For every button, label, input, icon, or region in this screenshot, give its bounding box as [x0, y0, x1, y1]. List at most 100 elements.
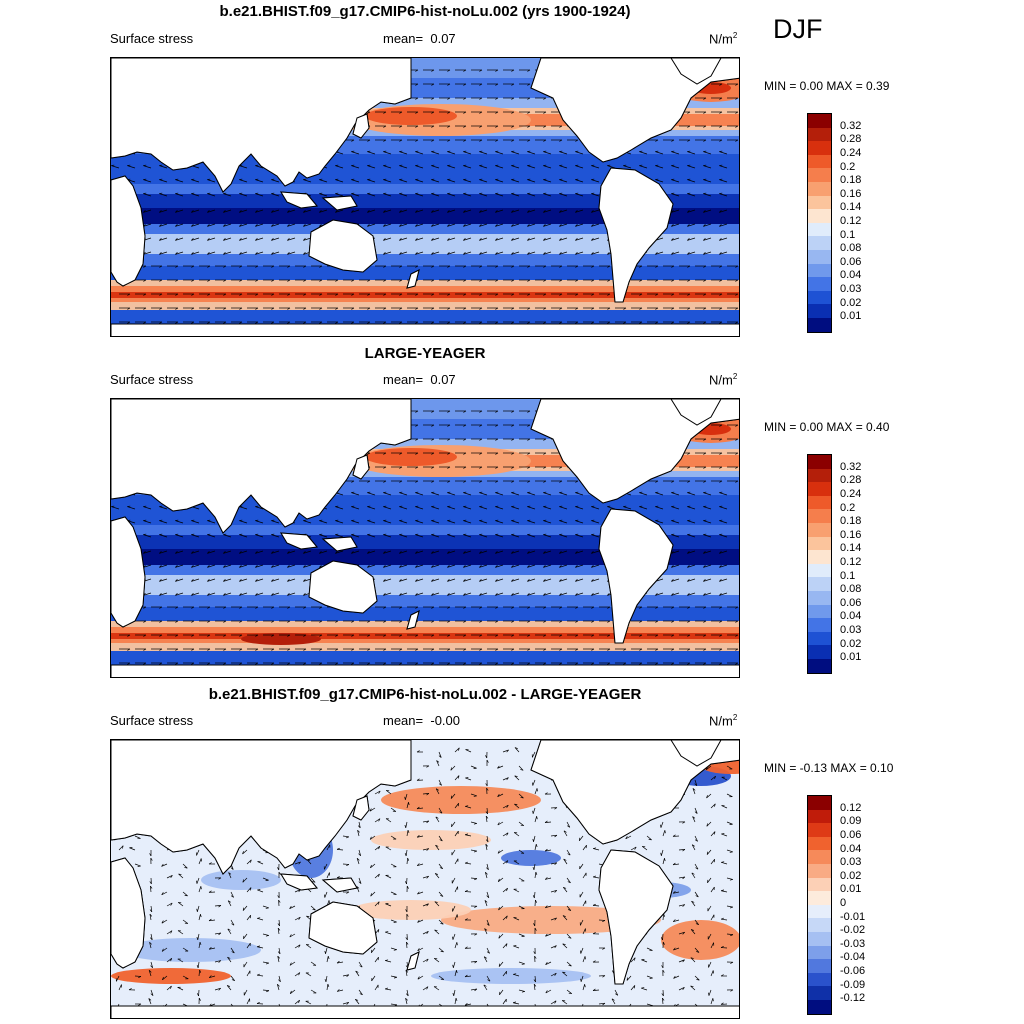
colorbar-tick-label: 0.03: [840, 623, 862, 636]
panel-1-variable-label: Surface stress: [110, 31, 194, 46]
colorbar-swatch: [808, 590, 831, 605]
colorbar-tick-label: -0.09: [840, 978, 866, 991]
colorbar-swatch: [808, 550, 831, 564]
colorbar-swatch: [808, 918, 831, 932]
colorbar-tick-label: 0.06: [840, 596, 862, 609]
land-mask: [111, 740, 739, 1018]
colorbar-swatch: [808, 809, 831, 824]
panel-2-mean-value: 0.07: [430, 372, 456, 387]
panel-2-colorbar: [807, 454, 832, 674]
colorbar-tick-label: 0.03: [840, 856, 862, 869]
colorbar-swatch: [808, 468, 831, 483]
colorbar-tick-label: 0.2: [840, 501, 856, 514]
colorbar-tick-label: -0.04: [840, 951, 866, 964]
panel-1-title: b.e21.BHIST.f09_g17.CMIP6-hist-noLu.002 …: [219, 3, 631, 20]
panel-1-units: N/m2: [709, 31, 737, 46]
colorbar-swatch: [808, 509, 831, 523]
colorbar-swatch: [808, 277, 831, 291]
colorbar-swatch: [808, 563, 831, 578]
panel-1-colorbar-ticks: 0.32 0.28 0.24 0.2 0.18 0.16 0.14 0.12 0.1 0.08 0.…: [840, 113, 862, 322]
colorbar-swatch: [808, 455, 831, 469]
colorbar-swatch: [808, 168, 831, 182]
colorbar-tick-label: 0.18: [840, 174, 862, 187]
colorbar-tick-label: 0.2: [840, 160, 856, 173]
colorbar-tick-label: 0.18: [840, 515, 862, 528]
colorbar-swatch: [808, 631, 831, 646]
colorbar-tick-label: 0.02: [840, 637, 862, 650]
colorbar-tick-label: 0.14: [840, 542, 862, 555]
colorbar-swatch: [808, 945, 831, 960]
land-mask: [111, 399, 739, 677]
panel-1-units-text: N/m: [709, 31, 733, 47]
panel-3-map-svg: [111, 740, 739, 1018]
panel-2-map-svg: [111, 399, 739, 677]
panel-3-map: [110, 739, 740, 1019]
colorbar-swatch: [808, 577, 831, 591]
season-label: DJF: [773, 14, 823, 44]
colorbar-tick-label: 0.12: [840, 801, 862, 814]
colorbar-tick-label: 0.04: [840, 269, 862, 282]
panel-3-variable-label: Surface stress: [110, 713, 194, 728]
colorbar-swatch: [808, 195, 831, 210]
colorbar-swatch: [808, 209, 831, 223]
colorbar-tick-label: 0.16: [840, 528, 862, 541]
panel-1-mean: mean= 0.07: [383, 31, 456, 46]
colorbar-swatch: [808, 931, 831, 946]
colorbar-tick-label: 0.28: [840, 474, 862, 487]
colorbar-swatch: [808, 522, 831, 537]
colorbar-tick-label: 0.12: [840, 555, 862, 568]
colorbar-swatch: [808, 618, 831, 632]
colorbar-tick-label: 0.08: [840, 583, 862, 596]
colorbar-tick-label: 0.14: [840, 201, 862, 214]
colorbar-tick-label: 0.1: [840, 569, 856, 582]
panel-2-colorbar-ticks: 0.32 0.28 0.24 0.2 0.18 0.16 0.14 0.12 0.1 0.08 0.…: [840, 454, 862, 663]
colorbar-tick-label: -0.12: [840, 992, 866, 1005]
colorbar-tick-label: 0.32: [840, 460, 862, 473]
colorbar-tick-label: 0.32: [840, 119, 862, 132]
panel-3-colorbar: [807, 795, 832, 1015]
colorbar-tick-label: 0.16: [840, 187, 862, 200]
colorbar-tick-label: 0.01: [840, 883, 862, 896]
colorbar-swatch: [808, 836, 831, 851]
panel-3-colorbar-ticks: 0.12 0.09 0.06 0.04 0.03 0.02 0.01 0 -0.01 -0.02-…: [840, 795, 866, 1004]
panel-3-min-max: MIN = -0.13 MAX = 0.10: [764, 761, 894, 775]
colorbar-swatch: [808, 877, 831, 892]
panel-2-mean-label: mean=: [383, 372, 424, 387]
colorbar-swatch: [808, 304, 831, 318]
colorbar-tick-label: 0.01: [840, 651, 862, 664]
colorbar-swatch: [808, 891, 831, 905]
panel-1-map: [110, 57, 740, 337]
colorbar-tick-label: 0.24: [840, 487, 862, 500]
colorbar-swatch: [808, 972, 831, 987]
colorbar-swatch: [808, 263, 831, 278]
panel-3-mean: mean= -0.00: [383, 713, 460, 728]
colorbar-tick-label: -0.02: [840, 924, 866, 937]
panel-3-units: N/m2: [709, 713, 737, 728]
colorbar-tick-label: 0.04: [840, 842, 862, 855]
panel-2-min-max: MIN = 0.00 MAX = 0.40: [764, 420, 890, 434]
colorbar-swatch: [808, 658, 831, 673]
colorbar-swatch: [808, 823, 831, 837]
colorbar-swatch: [808, 127, 831, 142]
panel-1-units-sup: 2: [732, 31, 738, 40]
panel-1-map-svg: [111, 58, 739, 336]
colorbar-tick-label: -0.01: [840, 910, 866, 923]
colorbar-tick-label: 0.28: [840, 133, 862, 146]
colorbar-swatch: [808, 154, 831, 169]
colorbar-tick-label: -0.06: [840, 964, 866, 977]
colorbar-tick-label: 0.06: [840, 828, 862, 841]
colorbar-swatch: [808, 536, 831, 551]
panel-2-units: N/m2: [709, 372, 737, 387]
colorbar-swatch: [808, 222, 831, 237]
colorbar-swatch: [808, 141, 831, 155]
colorbar-swatch: [808, 959, 831, 973]
colorbar-tick-label: 0.04: [840, 610, 862, 623]
colorbar-tick-label: 0.03: [840, 282, 862, 295]
panel-3-units-sup: 2: [732, 713, 738, 722]
colorbar-tick-label: 0.08: [840, 242, 862, 255]
land-mask: [111, 58, 739, 336]
colorbar-swatch: [808, 986, 831, 1000]
colorbar-tick-label: 0: [840, 896, 847, 909]
colorbar-swatch: [808, 863, 831, 878]
colorbar-tick-label: 0.1: [840, 228, 856, 241]
